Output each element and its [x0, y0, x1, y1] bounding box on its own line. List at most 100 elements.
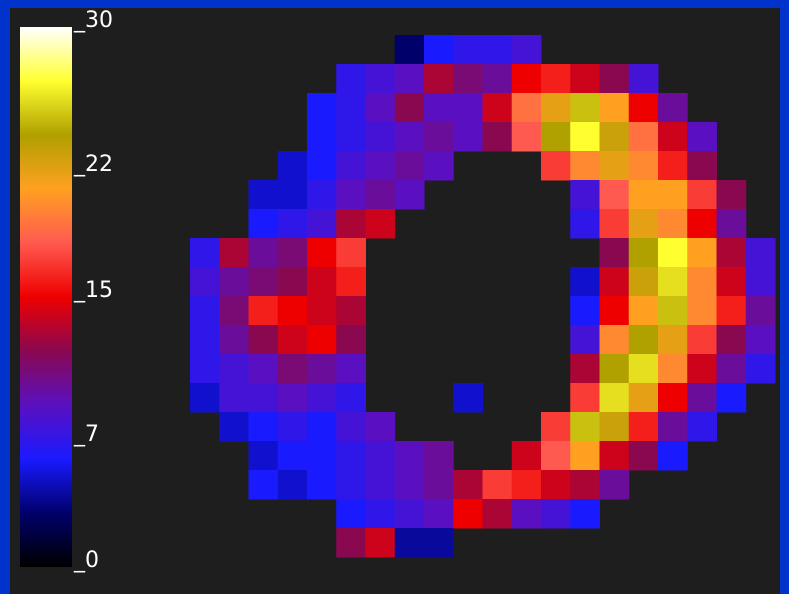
heatmap-cell — [570, 180, 600, 210]
heatmap-cell — [307, 296, 337, 326]
heatmap-cell — [658, 122, 688, 152]
heatmap-cell — [366, 64, 396, 94]
heatmap-cell — [570, 296, 600, 326]
heatmap-cell — [687, 354, 717, 384]
heatmap-cell — [629, 441, 659, 471]
heatmap-cell — [658, 267, 688, 297]
heatmap-cell — [336, 209, 366, 239]
heatmap-cell — [629, 64, 659, 94]
heatmap-cell — [307, 325, 337, 355]
heatmap-cell — [629, 267, 659, 297]
heatmap-cell — [687, 267, 717, 297]
heatmap-cell — [570, 470, 600, 500]
heatmap-cell — [395, 35, 425, 65]
heatmap-cell — [336, 528, 366, 558]
heatmap-cell — [336, 122, 366, 152]
heatmap-cell — [687, 296, 717, 326]
heatmap-cell — [483, 470, 513, 500]
heatmap-cell — [717, 180, 747, 210]
heatmap-cell — [424, 499, 454, 529]
heatmap-cell — [629, 412, 659, 442]
heatmap-cell — [658, 383, 688, 413]
heatmap-cell — [717, 325, 747, 355]
heatmap-cell — [512, 93, 542, 123]
heatmap-cell — [512, 470, 542, 500]
heatmap-cell — [687, 180, 717, 210]
heatmap-cell — [629, 296, 659, 326]
heatmap-cell — [307, 238, 337, 268]
heatmap-cell — [541, 122, 571, 152]
heatmap-cell — [336, 325, 366, 355]
heatmap-cell — [336, 267, 366, 297]
heatmap-cell — [717, 296, 747, 326]
heatmap-cell — [219, 296, 249, 326]
heatmap-cell — [541, 64, 571, 94]
heatmap-cell — [629, 180, 659, 210]
heatmap-cell — [600, 470, 630, 500]
heatmap-cell — [219, 238, 249, 268]
heatmap-cell — [746, 325, 776, 355]
heatmap-cell — [278, 470, 308, 500]
heatmap-cell — [600, 238, 630, 268]
colorbar-tick-label: _30 — [73, 8, 113, 33]
heatmap-cell — [570, 122, 600, 152]
heatmap-cell — [336, 151, 366, 181]
heatmap-cell — [307, 93, 337, 123]
heatmap-cell — [629, 122, 659, 152]
heatmap-cell — [249, 325, 279, 355]
heatmap-cell — [366, 151, 396, 181]
heatmap-cell — [570, 93, 600, 123]
heatmap-cell — [570, 209, 600, 239]
heatmap-cell — [278, 325, 308, 355]
heatmap-cell — [658, 209, 688, 239]
heatmap-cell — [600, 412, 630, 442]
heatmap-cell — [366, 180, 396, 210]
heatmap-cell — [336, 499, 366, 529]
heatmap-cell — [600, 64, 630, 94]
heatmap-cell — [658, 325, 688, 355]
heatmap-cell — [336, 93, 366, 123]
colorbar-tick-label: _22 — [73, 152, 113, 177]
heatmap-cell — [395, 64, 425, 94]
heatmap-cell — [453, 383, 483, 413]
heatmap-cell — [541, 499, 571, 529]
heatmap-cell — [453, 35, 483, 65]
heatmap-cell — [629, 151, 659, 181]
heatmap-cell — [600, 441, 630, 471]
heatmap-cell — [278, 209, 308, 239]
heatmap-cell — [453, 64, 483, 94]
heatmap-cell — [249, 209, 279, 239]
heatmap-cell — [424, 122, 454, 152]
heatmap-cell — [483, 35, 513, 65]
heatmap-cell — [307, 180, 337, 210]
heatmap-cell — [395, 441, 425, 471]
heatmap-cell — [658, 412, 688, 442]
heatmap-cell — [512, 64, 542, 94]
heatmap-cell — [600, 296, 630, 326]
heatmap-cell — [249, 267, 279, 297]
heatmap-cell — [658, 354, 688, 384]
heatmap-cell — [336, 441, 366, 471]
heatmap-cell — [600, 122, 630, 152]
heatmap-cell — [600, 209, 630, 239]
heatmap-cell — [219, 325, 249, 355]
heatmap-cell — [278, 412, 308, 442]
heatmap-cell — [629, 383, 659, 413]
heatmap-cell — [512, 441, 542, 471]
heatmap-cell — [570, 325, 600, 355]
heatmap-cell — [366, 470, 396, 500]
heatmap-cell — [658, 151, 688, 181]
heatmap-cell — [687, 383, 717, 413]
heatmap-cell — [600, 151, 630, 181]
heatmap-cell — [366, 412, 396, 442]
heatmap-cell — [278, 238, 308, 268]
heatmap-cell — [570, 412, 600, 442]
heatmap-cell — [483, 93, 513, 123]
heatmap-cell — [600, 325, 630, 355]
heatmap-cell — [249, 383, 279, 413]
heatmap-cell — [746, 267, 776, 297]
heatmap-cell — [366, 209, 396, 239]
heatmap-cell — [395, 122, 425, 152]
heatmap-cell — [336, 296, 366, 326]
heatmap-cell — [453, 93, 483, 123]
